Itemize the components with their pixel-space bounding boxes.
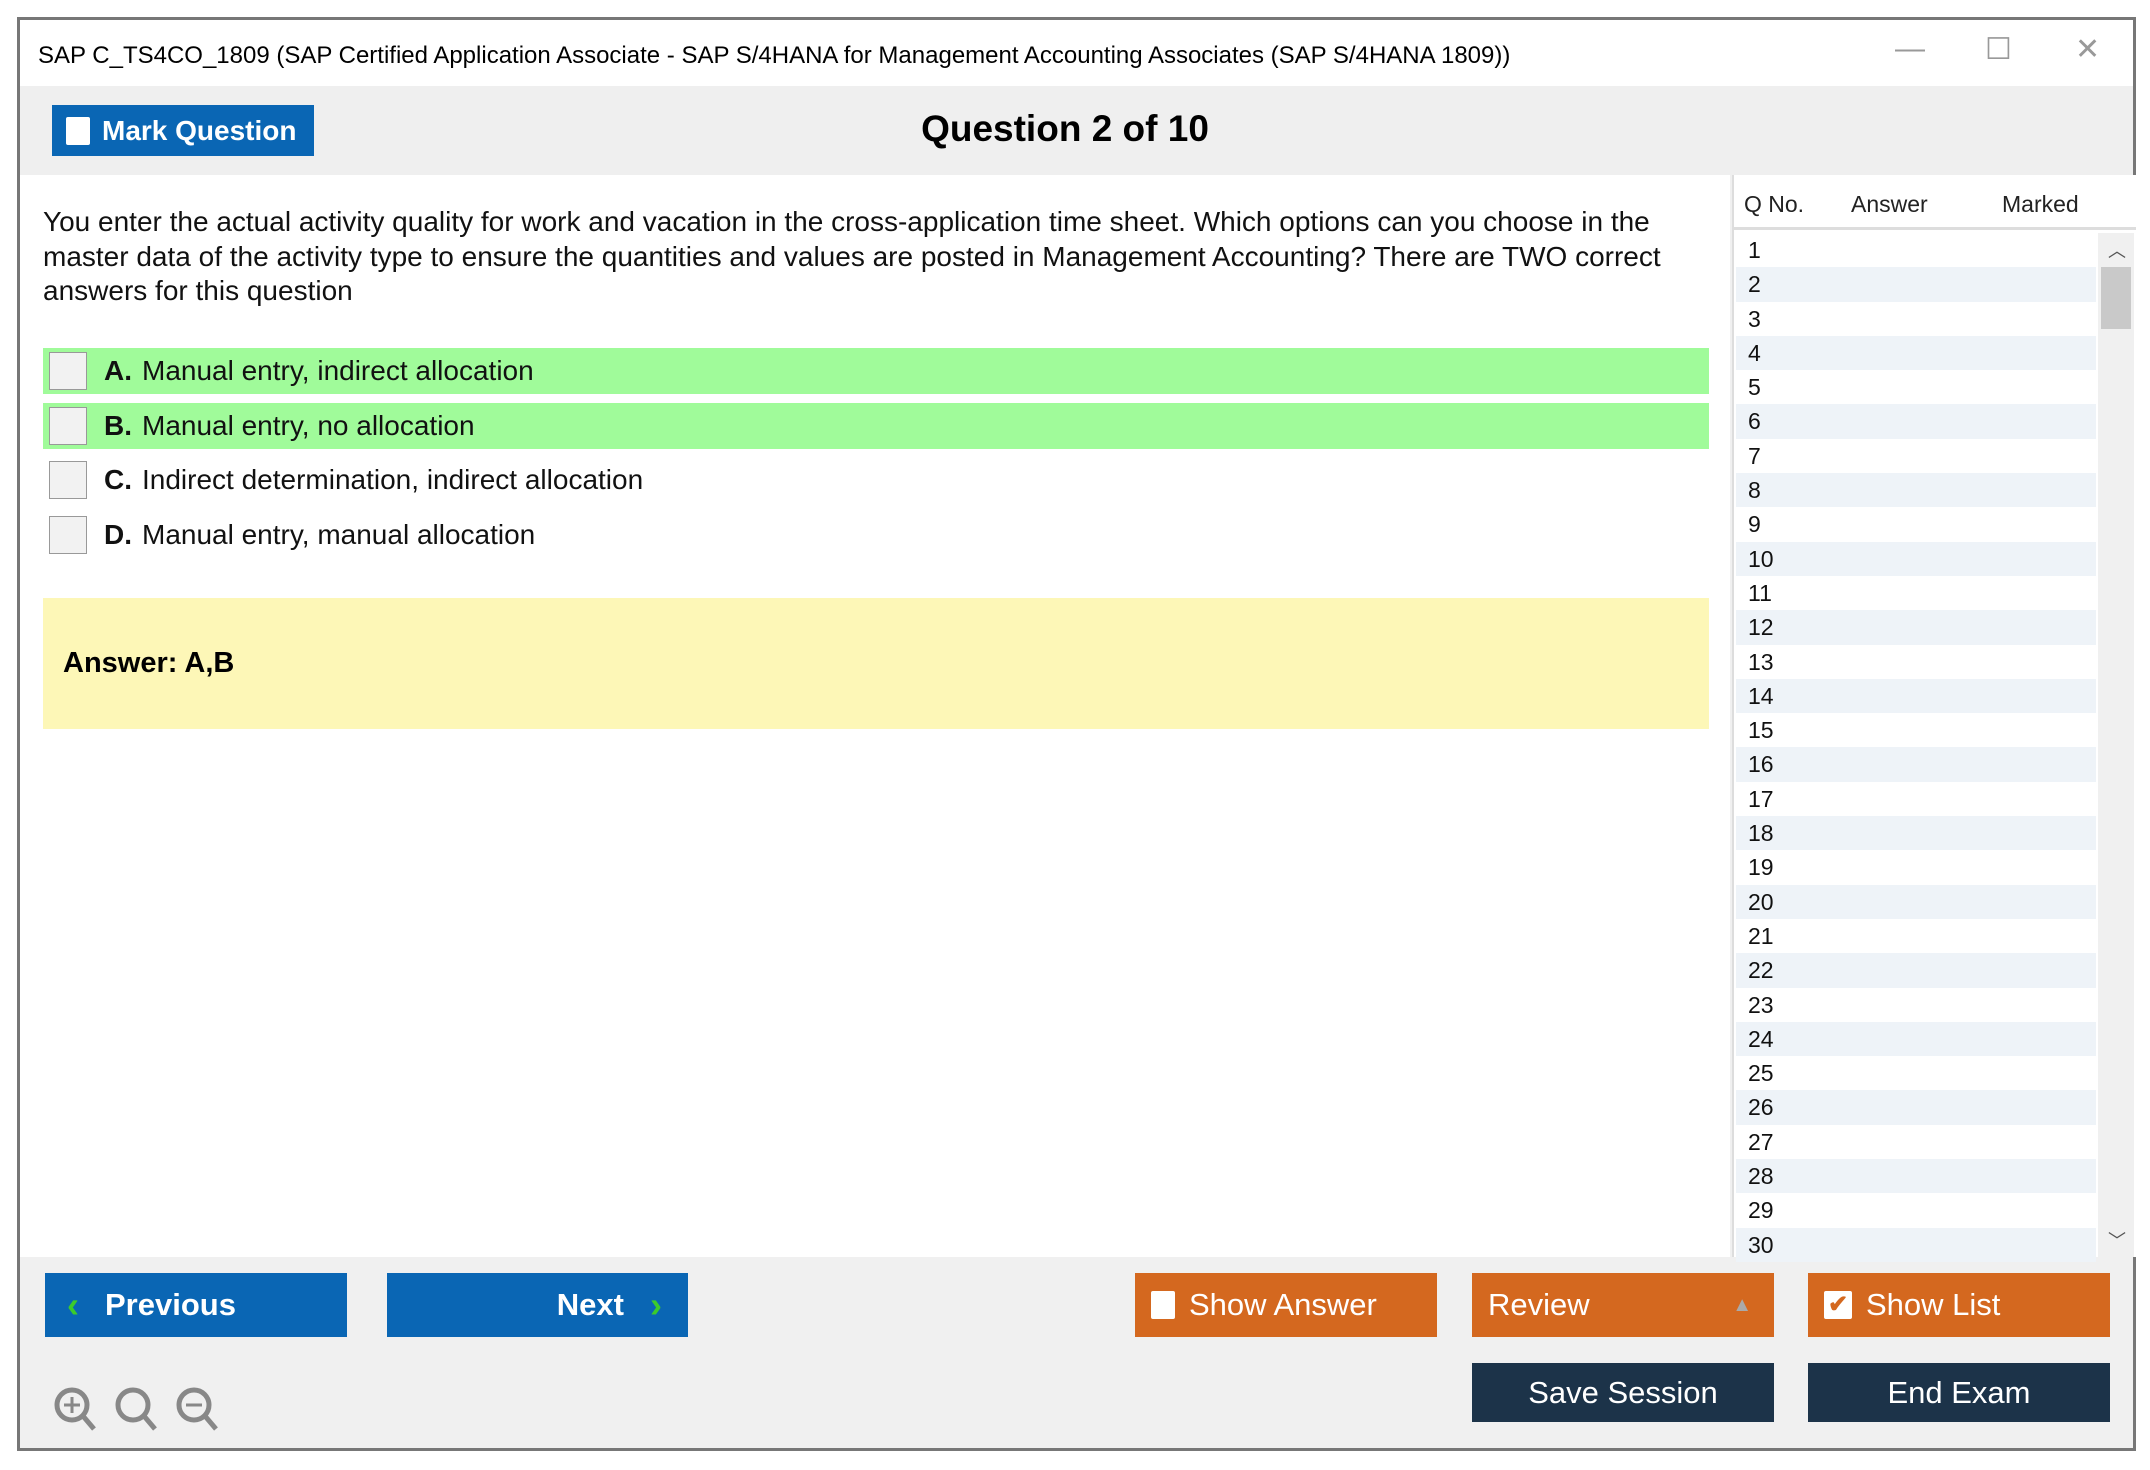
list-row[interactable]: 11 <box>1748 579 1772 606</box>
list-row[interactable]: 17 <box>1748 785 1774 812</box>
checkbox-checked-icon[interactable]: ✔ <box>1824 1291 1852 1319</box>
list-row[interactable]: 18 <box>1736 816 2096 851</box>
list-row[interactable]: 9 <box>1748 511 1761 538</box>
list-row[interactable]: 21 <box>1748 922 1774 949</box>
previous-button[interactable]: ‹ Previous <box>45 1273 347 1337</box>
maximize-icon[interactable]: ☐ <box>1985 33 2012 66</box>
col-qno[interactable]: Q No. <box>1744 191 1805 217</box>
list-rows: 1 2 3 4 5 6 7 8 9 10 11 12 13 14 15 16 17 18 19 20 21 22 23 24 2… <box>1736 233 2096 1262</box>
scroll-thumb[interactable] <box>2101 267 2131 329</box>
next-label: Next <box>556 1287 624 1322</box>
option-d[interactable]: D. Manual entry, manual allocation <box>43 512 1709 558</box>
title-bar: SAP C_TS4CO_1809 (SAP Certified Applicat… <box>20 20 2133 86</box>
question-list: Q No. Answer Marked 1 2 3 4 5 6 7 8 9 10 11 12 13 14 1… <box>1732 175 2136 1262</box>
option-c[interactable]: C. Indirect determination, indirect alloc… <box>43 457 1709 503</box>
checkbox-icon[interactable] <box>1151 1291 1175 1319</box>
list-row[interactable]: 16 <box>1736 747 2096 782</box>
option-checkbox[interactable] <box>49 516 87 554</box>
list-row[interactable]: 5 <box>1748 374 1761 401</box>
mark-question-label: Mark Question <box>102 114 297 146</box>
list-row[interactable]: 3 <box>1748 305 1761 332</box>
zoom-out-icon[interactable] <box>176 1387 218 1431</box>
answer-box: Answer: A,B <box>43 598 1709 729</box>
option-text: Manual entry, manual allocation <box>142 519 536 550</box>
review-button[interactable]: Review ▲ <box>1472 1273 1774 1337</box>
list-row[interactable]: 23 <box>1748 991 1774 1018</box>
zoom-in-icon[interactable] <box>54 1387 96 1431</box>
list-row[interactable]: 30 <box>1736 1227 2096 1262</box>
question-text: You enter the actual activity quality fo… <box>43 206 1661 306</box>
option-text: Manual entry, no allocation <box>142 410 475 441</box>
question-area: You enter the actual activity quality fo… <box>20 175 1730 1257</box>
window-title: SAP C_TS4CO_1809 (SAP Certified Applicat… <box>38 42 1511 69</box>
show-answer-button[interactable]: Show Answer <box>1135 1273 1437 1337</box>
option-checkbox[interactable] <box>49 407 87 445</box>
list-row[interactable]: 24 <box>1736 1021 2096 1057</box>
list-row[interactable]: 10 <box>1736 541 2096 576</box>
next-button[interactable]: Next › <box>387 1273 688 1337</box>
option-text: Manual entry, indirect allocation <box>142 355 534 386</box>
app-window: SAP C_TS4CO_1809 (SAP Certified Applicat… <box>17 17 2136 1451</box>
list-row[interactable]: 22 <box>1736 953 2096 988</box>
list-row[interactable]: 25 <box>1748 1060 1774 1087</box>
question-title: Question 2 of 10 <box>921 108 1209 149</box>
show-answer-label: Show Answer <box>1189 1287 1377 1322</box>
list-row[interactable]: 19 <box>1748 854 1774 881</box>
option-text: Indirect determination, indirect allocat… <box>142 464 644 495</box>
option-letter: A. <box>104 355 132 386</box>
save-session-button[interactable]: Save Session <box>1472 1363 1774 1422</box>
list-header: Q No. Answer Marked <box>1734 179 2136 230</box>
scrollbar[interactable]: ︿ ﹀ <box>2098 233 2134 1257</box>
col-marked[interactable]: Marked <box>2002 191 2079 217</box>
option-checkbox[interactable] <box>49 352 87 390</box>
option-letter: D. <box>104 519 132 550</box>
option-letter: B. <box>104 410 132 441</box>
zoom-reset-icon[interactable] <box>115 1387 157 1431</box>
minimize-icon[interactable]: — <box>1895 32 1925 65</box>
zoom-controls <box>54 1387 218 1431</box>
show-list-label: Show List <box>1866 1287 2001 1322</box>
list-row[interactable]: 27 <box>1748 1128 1774 1155</box>
list-row[interactable]: 7 <box>1748 442 1761 469</box>
triangle-up-icon: ▲ <box>1732 1293 1752 1316</box>
close-icon[interactable]: ✕ <box>2075 33 2101 66</box>
checkbox-icon <box>66 116 90 145</box>
list-row[interactable]: 20 <box>1736 884 2096 919</box>
option-checkbox[interactable] <box>49 461 87 499</box>
scroll-up-icon[interactable]: ︿ <box>2108 241 2126 261</box>
chevron-left-icon: ‹ <box>67 1284 79 1325</box>
end-exam-button[interactable]: End Exam <box>1808 1363 2110 1422</box>
option-letter: C. <box>104 464 132 495</box>
list-row[interactable]: 15 <box>1748 717 1774 744</box>
scroll-down-icon[interactable]: ﹀ <box>2108 1231 2126 1251</box>
list-row[interactable]: 12 <box>1736 610 2096 645</box>
list-row[interactable]: 1 <box>1748 237 1761 263</box>
option-b[interactable]: B. Manual entry, no allocation <box>43 403 1709 449</box>
mark-question-button[interactable]: Mark Question <box>52 105 314 156</box>
option-a[interactable]: A. Manual entry, indirect allocation <box>43 348 1709 394</box>
list-row[interactable]: 2 <box>1736 267 2096 302</box>
list-row[interactable]: 6 <box>1736 404 2096 439</box>
review-label: Review <box>1488 1287 1590 1322</box>
header: Mark Question Question 2 of 10 <box>20 86 2133 175</box>
list-row[interactable]: 8 <box>1736 473 2096 508</box>
list-row[interactable]: 29 <box>1748 1197 1774 1224</box>
show-list-button[interactable]: ✔ Show List <box>1808 1273 2110 1337</box>
list-row[interactable]: 28 <box>1736 1159 2096 1194</box>
list-row[interactable]: 4 <box>1736 335 2096 371</box>
list-row[interactable]: 14 <box>1736 678 2096 714</box>
list-row[interactable]: 13 <box>1748 648 1774 675</box>
previous-label: Previous <box>105 1287 236 1322</box>
col-answer[interactable]: Answer <box>1851 191 1928 217</box>
list-row[interactable]: 26 <box>1736 1090 2096 1125</box>
chevron-right-icon: › <box>650 1284 662 1325</box>
